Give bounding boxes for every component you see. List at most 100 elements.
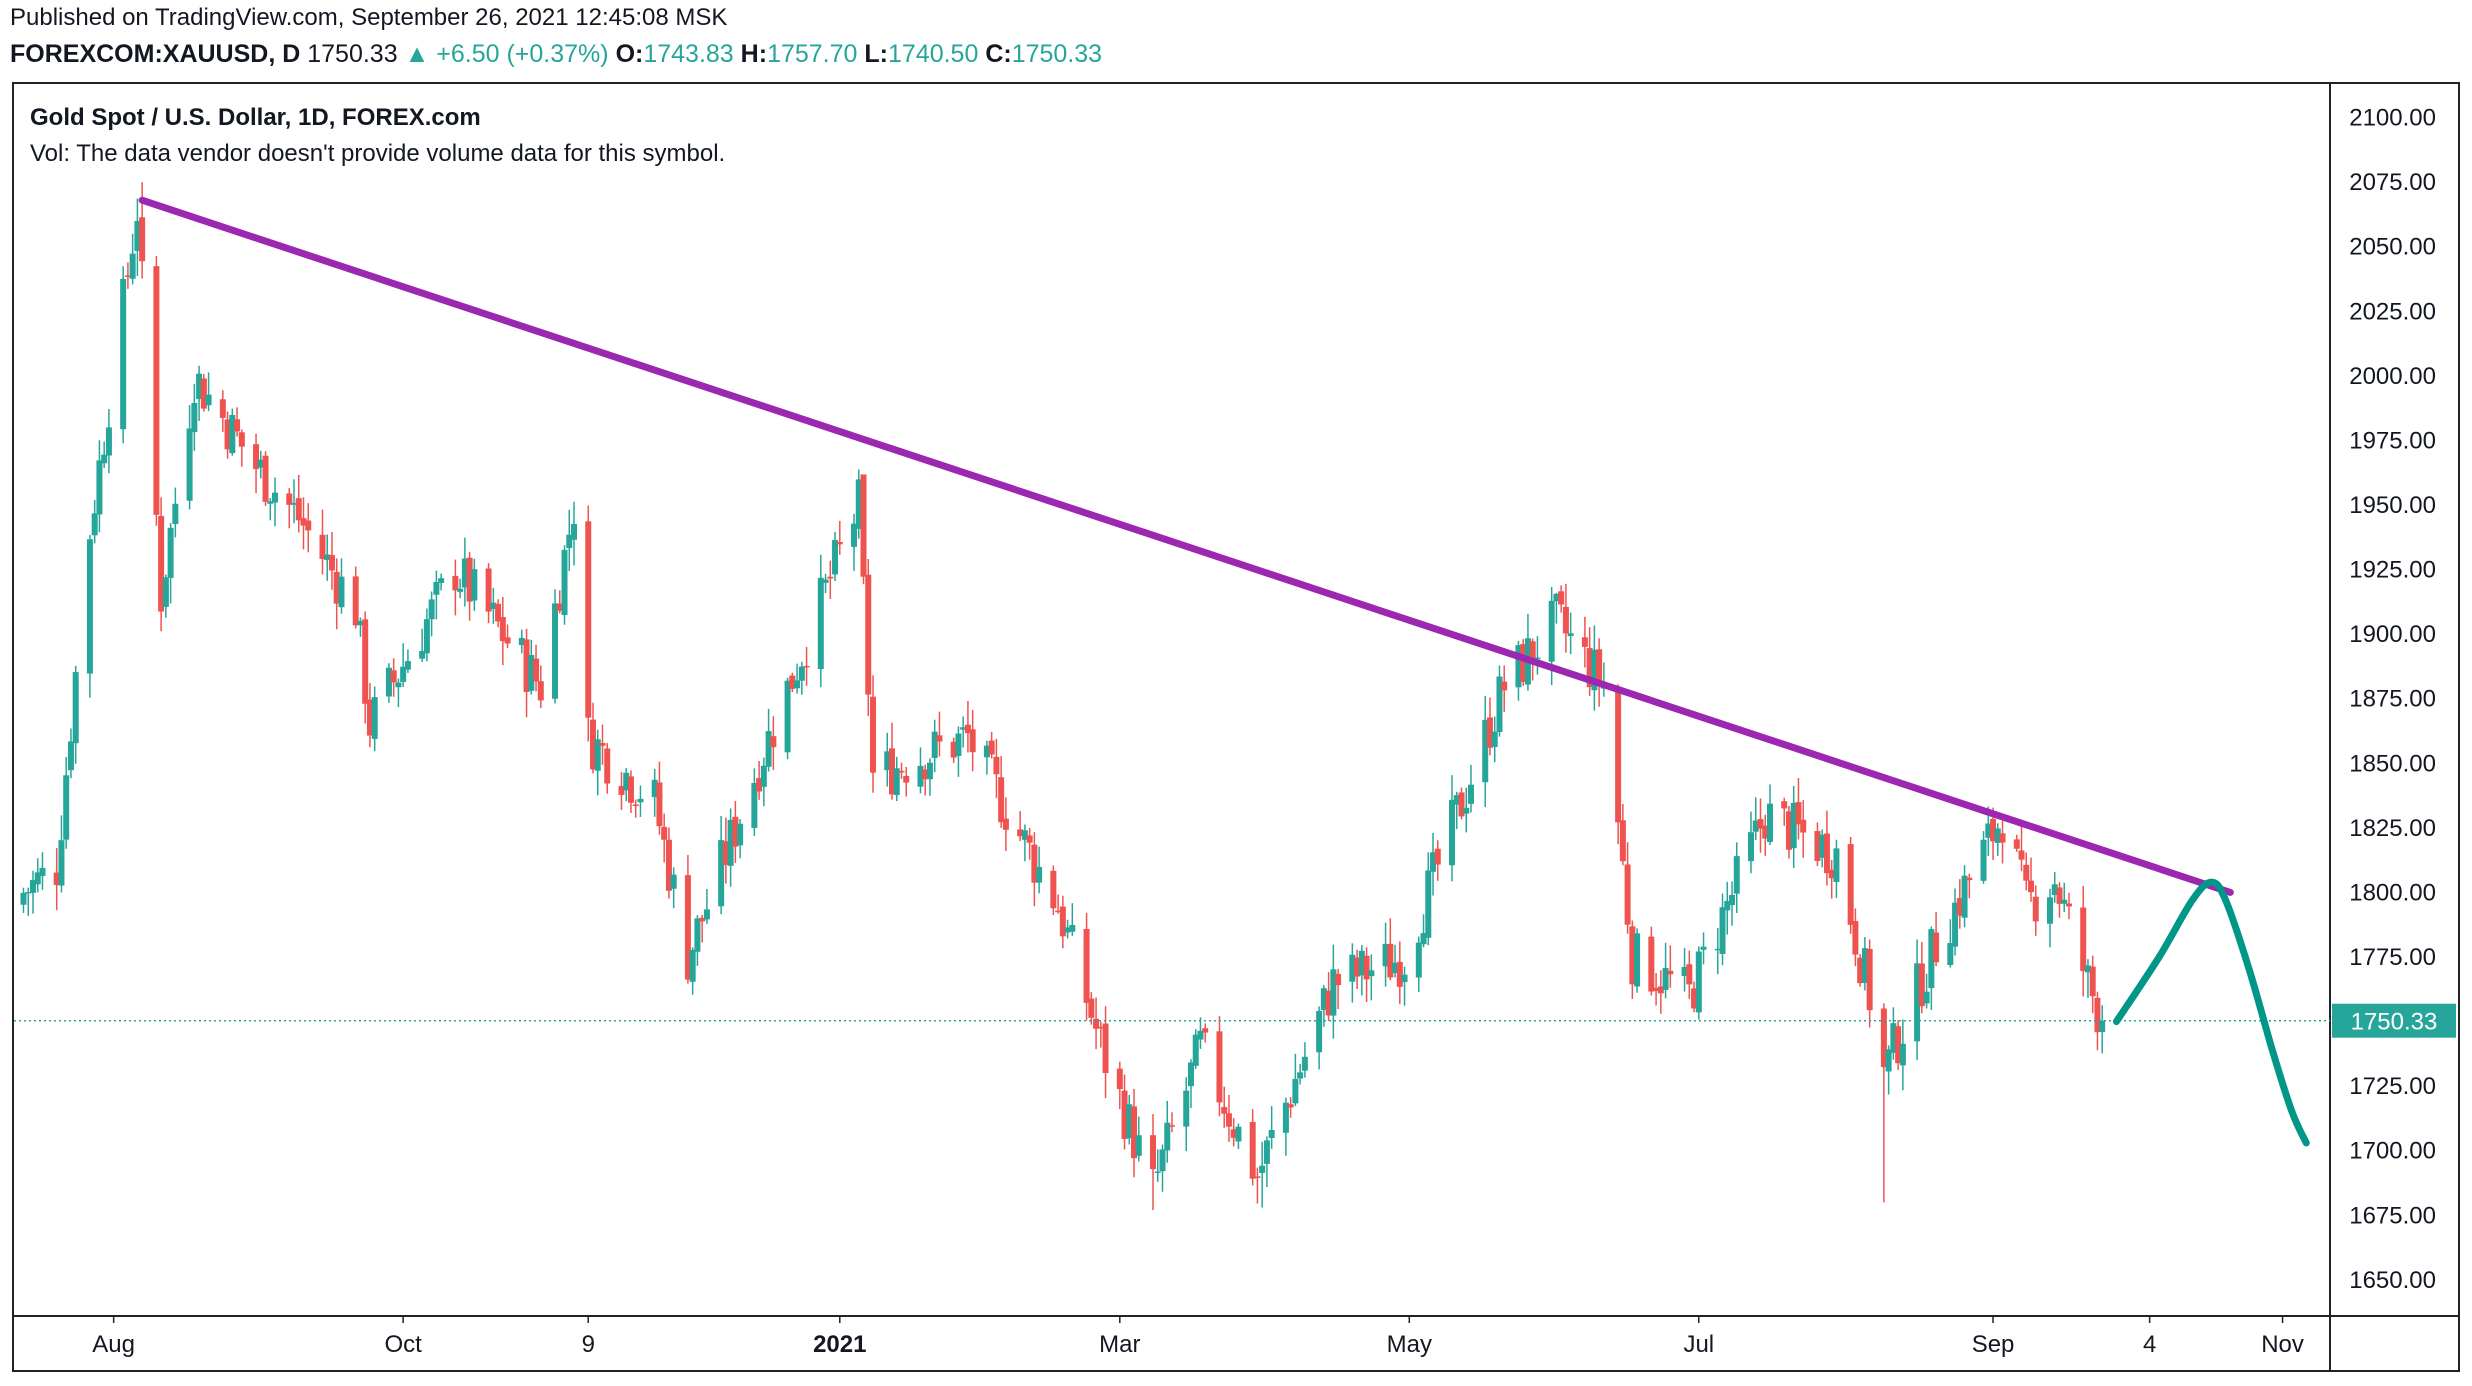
candle[interactable] [1154,1149,1161,1182]
candle[interactable] [200,373,207,412]
candle[interactable] [922,764,929,796]
candle[interactable] [25,887,32,916]
candle[interactable] [993,738,1000,799]
candle[interactable] [1449,775,1456,882]
candle[interactable] [1923,973,1930,1009]
candle[interactable] [499,596,506,666]
candle[interactable] [884,732,891,787]
candle[interactable] [300,497,307,550]
candle[interactable] [485,563,492,624]
candle[interactable] [789,672,796,692]
candle[interactable] [96,440,103,533]
candle[interactable] [404,649,411,673]
candle[interactable] [585,505,592,742]
candle[interactable] [257,450,264,479]
candle[interactable] [817,554,824,688]
candle[interactable] [1591,625,1598,711]
candle[interactable] [267,498,274,521]
candle[interactable] [1059,895,1066,949]
candle[interactable] [1501,665,1508,712]
candle[interactable] [1596,638,1603,707]
candle[interactable] [1392,944,1399,978]
candle[interactable] [471,558,478,611]
candle[interactable] [39,852,46,890]
candle[interactable] [72,665,79,764]
candle[interactable] [253,433,260,494]
candle[interactable] [34,858,41,893]
candle[interactable] [1795,778,1802,840]
candle[interactable] [1899,1019,1906,1091]
candle[interactable] [770,716,777,770]
candle[interactable] [395,678,402,708]
candle[interactable] [552,589,559,704]
candle[interactable] [1724,881,1731,935]
candle[interactable] [1681,948,1688,992]
candle[interactable] [1847,836,1854,934]
candle[interactable] [1648,926,1655,996]
candle[interactable] [955,726,962,777]
candle[interactable] [670,867,677,909]
candle[interactable] [1482,695,1489,808]
candle[interactable] [1657,970,1664,1014]
candle[interactable] [1857,954,1864,987]
candle[interactable] [1733,842,1740,913]
candle[interactable] [590,702,596,774]
candle[interactable] [1349,943,1356,1003]
candle[interactable] [1619,803,1626,866]
candle[interactable] [1880,1003,1887,1203]
candle[interactable] [751,768,758,837]
candle[interactable] [1781,797,1788,826]
candle[interactable] [983,740,990,775]
candle[interactable] [205,372,212,412]
candle[interactable] [2089,955,2096,1014]
candle[interactable] [1581,616,1588,668]
candle[interactable] [1187,1059,1194,1109]
candle[interactable] [428,591,435,637]
candle[interactable] [186,405,193,510]
candle[interactable] [1729,881,1736,926]
candle[interactable] [1980,831,1987,884]
candle[interactable] [291,479,298,524]
candle[interactable] [1434,840,1441,881]
candle[interactable] [1083,912,1090,1021]
candle[interactable] [1486,697,1493,756]
candle[interactable] [2084,959,2091,998]
candle[interactable] [191,383,198,451]
candle[interactable] [618,771,625,810]
candle[interactable] [29,870,36,914]
candle[interactable] [67,728,74,779]
candle[interactable] [139,182,146,279]
candle[interactable] [798,661,805,695]
candle[interactable] [1766,784,1773,845]
candle[interactable] [1467,764,1474,813]
candle[interactable] [684,854,691,984]
candle[interactable] [419,628,426,662]
candle[interactable] [1463,787,1470,833]
candle[interactable] [162,574,169,618]
candle[interactable] [1515,640,1522,701]
candle[interactable] [1335,968,1342,1010]
candle[interactable] [699,914,706,943]
candle[interactable] [1748,811,1754,874]
candle[interactable] [1885,1045,1892,1095]
candle[interactable] [1491,716,1498,763]
candle[interactable] [1430,832,1437,896]
candle[interactable] [784,677,791,760]
candle[interactable] [1325,972,1332,1021]
downtrend-line[interactable] [138,196,2234,896]
candle[interactable] [1197,1017,1204,1049]
candle[interactable] [490,587,497,624]
candle[interactable] [452,559,459,616]
candle[interactable] [1586,627,1593,697]
candle[interactable] [926,758,933,796]
candle[interactable] [1895,1020,1902,1070]
candle[interactable] [1297,1063,1304,1085]
candle[interactable] [385,663,392,703]
candle[interactable] [91,499,98,544]
candle[interactable] [2018,826,2025,872]
candle[interactable] [1387,918,1394,981]
candle[interactable] [950,737,957,764]
candle[interactable] [433,570,440,620]
candle[interactable] [2013,834,2020,852]
candle[interactable] [1064,919,1071,939]
